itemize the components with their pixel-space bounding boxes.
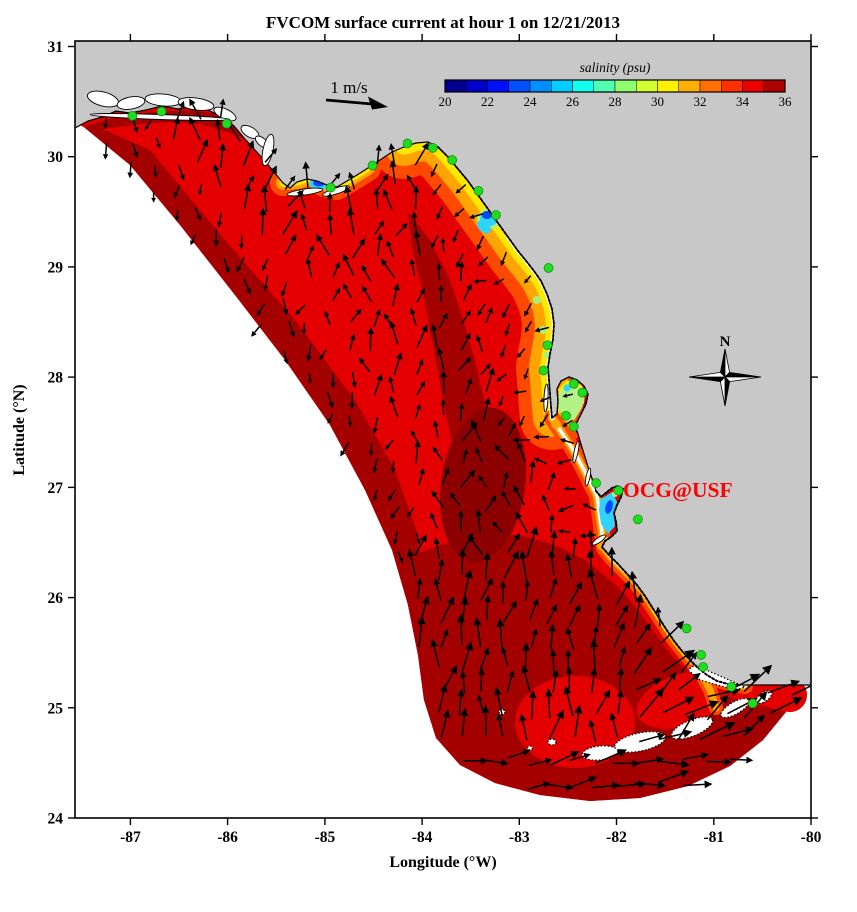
colorbar-tick-label: 28 [609,94,622,109]
credit-label: OCG@USF [623,478,733,502]
station-dot [562,411,571,420]
x-tick-label: -85 [315,829,336,846]
plot-title: FVCOM surface current at hour 1 on 12/21… [266,13,620,32]
x-tick-label: -81 [703,829,724,846]
colorbar-tick-label: 24 [524,94,538,109]
y-tick-label: 29 [48,259,64,276]
y-tick-label: 25 [48,700,64,717]
station-dot [492,211,501,220]
station-dot [157,107,166,116]
station-dot [222,119,231,128]
station-dot [543,341,552,350]
scale-arrow-label: 1 m/s [330,78,367,97]
station-dot [128,111,137,120]
colorbar-tick-label: 30 [651,94,664,109]
x-tick-label: -87 [120,829,141,846]
station-dot [569,422,578,431]
colorbar-tick-label: 36 [779,94,793,109]
y-tick-label: 27 [48,480,64,497]
y-tick-label: 30 [48,149,64,166]
station-dot [699,663,708,672]
station-dot [592,479,601,488]
station-dot [539,366,548,375]
x-tick-label: -82 [606,829,627,846]
station-dot [614,486,623,495]
colorbar-cells [445,80,785,92]
colorbar-tick-labels: 20 22 24 26 28 30 32 34 36 [439,94,793,109]
x-tick-label: -80 [801,829,822,846]
station-dot [569,379,578,388]
station-dot [544,264,553,273]
station-dot [748,699,757,708]
y-tick-label: 28 [48,370,64,387]
colorbar-tick-label: 20 [439,94,452,109]
x-tick-label: -83 [509,829,530,846]
colorbar-tick-label: 32 [694,94,707,109]
station-dot [403,139,412,148]
station-dot [448,156,457,165]
compass-north-label: N [720,334,731,350]
station-dot [368,161,377,170]
station-dot [326,183,335,192]
station-dot [682,624,691,633]
y-axis-label: Latitude (°N) [11,384,28,475]
station-dot [578,388,587,397]
y-tick-label: 26 [48,590,64,607]
map-canvas: OCG@USF N [75,41,818,801]
x-tick-label: -84 [412,829,433,846]
station-dot [697,650,706,659]
colorbar-tick-label: 34 [736,94,750,109]
x-axis-label: Longitude (°W) [389,854,496,871]
x-tick-label: -86 [217,829,238,846]
y-tick-label: 31 [48,39,64,56]
colorbar-tick-label: 26 [566,94,580,109]
station-dot [428,143,437,152]
station-dot [727,682,736,691]
colorbar-label: salinity (psu) [580,60,651,75]
station-dot [474,186,483,195]
station-dot [633,515,642,524]
y-tick-label: 24 [48,811,64,828]
colorbar-tick-label: 22 [481,94,494,109]
